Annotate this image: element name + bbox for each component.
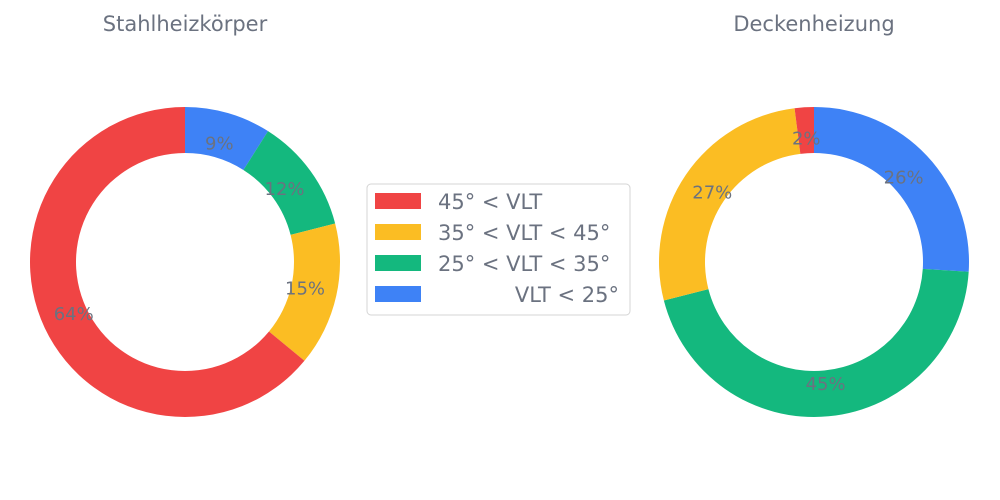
donut-slice-vlt-lt-25 bbox=[814, 107, 969, 272]
chart-title-stahlheizkoerper: Stahlheizkörper bbox=[103, 12, 268, 36]
legend: 45° < VLT 35° < VLT < 45° 25° < VLT < 35… bbox=[366, 183, 631, 316]
donut-slice-45-lt-vlt bbox=[794, 107, 814, 154]
slice-label-25-lt-vlt-lt-35: 12% bbox=[265, 179, 305, 200]
slice-label-25-lt-vlt-lt-35: 45% bbox=[806, 374, 846, 395]
chart-title-deckenheizung: Deckenheizung bbox=[733, 12, 894, 36]
legend-label-below-25: VLT < 25° bbox=[515, 283, 619, 307]
legend-swatch-green bbox=[375, 255, 421, 271]
donut-slice-25-lt-vlt-lt-35 bbox=[243, 131, 336, 235]
slice-label-45-lt-vlt: 2% bbox=[792, 129, 821, 150]
legend-label-25-35: 25° < VLT < 35° bbox=[438, 252, 610, 276]
legend-item-below-25: VLT < 25° bbox=[375, 283, 619, 307]
legend-swatch-blue bbox=[375, 286, 421, 302]
labels-stahlheizkoerper: 9% 12% 15% 64% bbox=[54, 133, 325, 324]
legend-swatch-yellow bbox=[375, 224, 421, 240]
donut-slice-vlt-lt-25 bbox=[185, 107, 269, 170]
legend-item-45-plus: 45° < VLT bbox=[375, 190, 542, 214]
slice-label-vlt-lt-25: 26% bbox=[884, 167, 924, 188]
slices-deckenheizung bbox=[659, 107, 969, 417]
slice-label-vlt-lt-25: 9% bbox=[205, 133, 234, 154]
slices-stahlheizkoerper bbox=[29, 107, 341, 417]
labels-deckenheizung: 26% 45% 27% 2% bbox=[692, 129, 923, 395]
legend-label-35-45: 35° < VLT < 45° bbox=[438, 221, 610, 245]
donut-slice-45-lt-vlt bbox=[29, 107, 305, 417]
slice-label-45-lt-vlt: 64% bbox=[54, 304, 94, 325]
legend-item-35-45: 35° < VLT < 45° bbox=[375, 221, 610, 245]
slice-label-35-lt-vlt-lt-45: 27% bbox=[692, 182, 732, 203]
legend-box bbox=[366, 183, 631, 316]
legend-swatch-red bbox=[375, 193, 421, 209]
slice-label-35-lt-vlt-lt-45: 15% bbox=[285, 278, 325, 299]
legend-label-45-plus: 45° < VLT bbox=[438, 190, 542, 214]
donut-slice-35-lt-vlt-lt-45 bbox=[659, 108, 801, 301]
donut-slice-25-lt-vlt-lt-35 bbox=[663, 268, 969, 417]
donut-slice-35-lt-vlt-lt-45 bbox=[268, 223, 341, 361]
donut-chart-stahlheizkoerper: Stahlheizkörper 9% 12% 15% 64% bbox=[29, 12, 341, 417]
donut-chart-deckenheizung: Deckenheizung 26% 45% 27% 2% bbox=[659, 12, 969, 417]
legend-item-25-35: 25° < VLT < 35° bbox=[375, 252, 610, 276]
